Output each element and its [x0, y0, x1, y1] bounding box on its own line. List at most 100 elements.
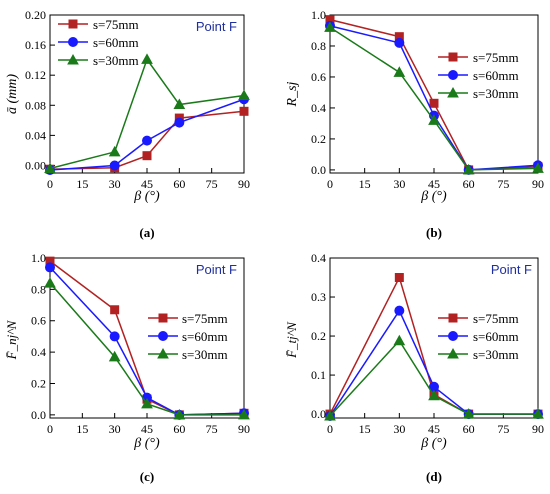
y-tick-label: 0.2	[31, 376, 46, 390]
y-tick-label: 0.0	[31, 408, 46, 422]
panel-d: 0 15 30 45 60 75 90 0.0 0.1 0.2 0.3 0.4 Point F s=7…	[284, 251, 544, 484]
point-annotation: Point F	[491, 262, 532, 277]
panel-label: (b)	[426, 225, 442, 240]
y-axis-label: ā (mm)	[5, 74, 20, 114]
y-tick-label: 0.4	[311, 101, 326, 115]
x-tick-label: 30	[109, 422, 121, 436]
ticks: 0 15 30 45 60 75 90 0.00 0.04 0.08 0.12 0.16 0.20	[25, 8, 250, 191]
y-tick-label: 0.0	[311, 407, 326, 421]
legend-label-s30: s=30mm	[93, 53, 139, 68]
legend-label-s75: s=75mm	[182, 311, 228, 326]
y-tick-label: 0.0	[311, 163, 326, 177]
data-point-s60	[109, 331, 120, 342]
x-axis-label: β (°)	[133, 436, 160, 451]
data-point-s30	[393, 334, 406, 346]
x-tick-label: 15	[76, 177, 88, 191]
x-tick-label: 90	[532, 177, 544, 191]
legend-marker-s60	[448, 331, 458, 341]
panel-b: 0 15 30 45 60 75 90 0.0 0.2 0.4 0.6 0.8 1.0 s=75mm s…	[285, 8, 544, 240]
x-tick-label: 90	[532, 422, 544, 436]
data-point-s30	[393, 66, 406, 77]
panel-label: (d)	[426, 469, 442, 484]
x-tick-label: 15	[359, 177, 371, 191]
x-axis-label: β (°)	[420, 189, 447, 204]
data-point-s60	[174, 117, 185, 128]
legend-marker-s30	[447, 347, 459, 359]
data-point-s30	[532, 162, 544, 173]
data-point-s30	[238, 89, 250, 101]
series-group	[324, 15, 544, 175]
legend-label-s30: s=30mm	[182, 347, 228, 362]
legend-label-s30: s=30mm	[473, 86, 519, 101]
x-tick-label: 15	[359, 422, 371, 436]
data-point-s30	[428, 114, 440, 125]
data-point-s30	[324, 21, 336, 32]
y-tick-label: 0.16	[25, 38, 46, 52]
data-point-s30	[173, 98, 186, 110]
y-axis-label: F̄_nj^N	[4, 319, 19, 360]
x-tick-label: 0	[47, 177, 53, 191]
panel-a: 0 15 30 45 60 75 90 0.00 0.04 0.08 0.12 0.16 0.20 s=…	[5, 8, 250, 240]
data-point-s75	[429, 98, 439, 108]
x-tick-label: 30	[393, 422, 405, 436]
legend-marker-s75	[158, 313, 168, 323]
legend-label-s75: s=75mm	[473, 311, 519, 326]
data-point-s75	[394, 273, 404, 283]
y-tick-label: 0.4	[311, 251, 326, 265]
legend-label-s30: s=30mm	[473, 347, 519, 362]
x-tick-label: 60	[463, 422, 475, 436]
legend-item-1: s=75mm	[438, 50, 519, 65]
data-point-s30	[462, 163, 475, 175]
series-group	[44, 256, 250, 420]
y-tick-label: 0.8	[311, 39, 326, 53]
data-point-s75	[110, 305, 120, 315]
y-tick-label: 0.20	[25, 8, 46, 22]
x-tick-label: 30	[393, 177, 405, 191]
legend: s=75mm s=60mm s=30mm	[438, 50, 519, 101]
legend-item-3: s=30mm	[438, 86, 519, 101]
data-point-s30	[44, 162, 56, 173]
legend-label-s75: s=75mm	[93, 17, 139, 32]
y-tick-label: 0.2	[311, 329, 326, 343]
x-tick-label: 45	[141, 422, 153, 436]
legend-item-2: s=60mm	[148, 329, 228, 344]
panel-label: (a)	[139, 225, 154, 240]
data-point-s30	[108, 350, 121, 362]
y-tick-label: 0.12	[25, 68, 46, 82]
data-point-s75	[239, 106, 249, 116]
y-tick-label: 0.6	[31, 314, 46, 328]
y-tick-label: 0.6	[311, 70, 326, 84]
y-tick-label: 0.4	[31, 345, 46, 359]
data-point-s30	[141, 397, 153, 409]
y-axis-label: R_sj	[285, 81, 300, 107]
y-tick-label: 0.1	[311, 368, 326, 382]
legend-item-3: s=30mm	[58, 53, 139, 68]
data-point-s60	[142, 135, 152, 146]
x-tick-label: 75	[497, 177, 509, 191]
data-point-s60	[109, 160, 120, 171]
data-point-s30	[44, 277, 56, 288]
data-point-s75	[142, 151, 152, 161]
legend-marker-s60	[448, 70, 458, 80]
legend-marker-s75	[68, 19, 78, 29]
x-tick-label: 45	[428, 177, 440, 191]
y-tick-label: 0.2	[311, 132, 326, 146]
plot-frame	[49, 14, 245, 174]
x-tick-label: 60	[173, 177, 185, 191]
legend-label-s75: s=75mm	[473, 50, 519, 65]
legend-marker-s60	[68, 37, 78, 47]
data-point-s60	[45, 262, 55, 273]
legend-item-1: s=75mm	[438, 311, 519, 326]
x-tick-label: 75	[206, 177, 218, 191]
legend-item-1: s=75mm	[58, 17, 139, 32]
x-tick-label: 60	[173, 422, 185, 436]
x-axis-label: β (°)	[133, 189, 160, 204]
data-point-s30	[141, 53, 153, 64]
legend: s=75mm s=60mm s=30mm	[438, 311, 519, 362]
y-tick-label: 0.3	[311, 290, 326, 304]
x-tick-label: 0	[47, 422, 53, 436]
legend-marker-s75	[448, 52, 458, 62]
legend: s=75mm s=60mm s=30mm	[148, 311, 228, 362]
